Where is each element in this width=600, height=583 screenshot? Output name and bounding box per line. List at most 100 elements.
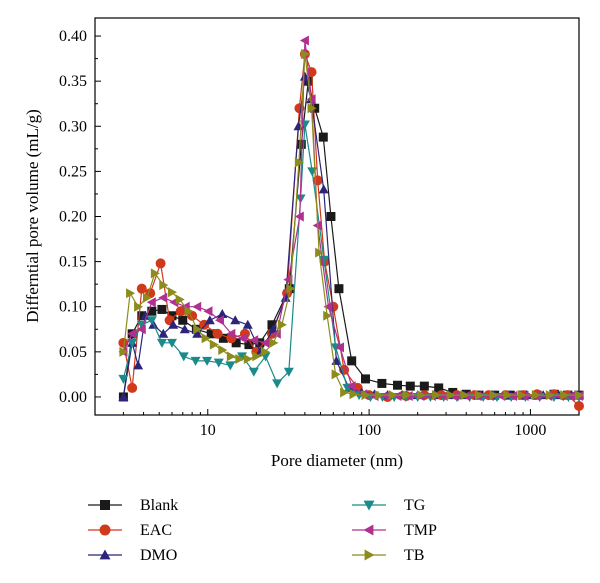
data-point	[127, 328, 137, 339]
x-tick-label: 100	[357, 422, 381, 439]
data-point	[419, 381, 429, 391]
series-blank	[118, 76, 584, 402]
data-point	[388, 390, 398, 401]
series-layer	[118, 35, 584, 411]
data-point	[201, 333, 211, 344]
data-point	[318, 184, 329, 194]
data-point	[133, 360, 144, 370]
tick-marks	[95, 35, 531, 415]
data-point	[237, 333, 247, 344]
data-point	[434, 383, 444, 393]
data-point	[405, 381, 415, 391]
legend-item-tb: TB	[352, 547, 424, 564]
data-point	[283, 274, 293, 285]
data-point	[178, 352, 189, 362]
legend-label: TMP	[404, 522, 437, 539]
data-point	[214, 315, 224, 326]
legend-item-dmo: DMO	[88, 547, 177, 564]
data-point	[206, 329, 216, 339]
plot-area-frame	[94, 17, 580, 416]
y-tick-label: 0.00	[59, 389, 87, 406]
data-point	[235, 354, 245, 365]
data-point	[252, 351, 262, 362]
data-point	[315, 247, 325, 258]
data-point	[438, 391, 448, 402]
x-axis-title: Pore diameter (nm)	[271, 451, 403, 470]
data-point	[545, 390, 555, 401]
y-tick-label: 0.15	[59, 254, 87, 271]
data-point	[334, 284, 344, 294]
y-tick-labels: 0.00 0.05 0.10 0.15 0.20 0.25 0.30 0.35 0.40	[59, 28, 87, 406]
data-point	[508, 391, 518, 402]
data-point	[392, 391, 402, 402]
data-point	[361, 390, 371, 401]
legend: Blank EAC DMO TG TMP TB	[88, 497, 437, 564]
data-point	[218, 345, 228, 356]
data-point	[283, 367, 294, 377]
data-point	[340, 387, 350, 398]
data-point	[158, 328, 169, 338]
data-point	[137, 311, 147, 321]
data-point	[349, 389, 359, 400]
data-point	[277, 319, 287, 330]
data-point	[146, 316, 157, 326]
data-point	[142, 292, 152, 303]
data-point	[269, 337, 279, 348]
data-point	[99, 524, 111, 536]
series-line	[122, 40, 579, 397]
data-point	[363, 500, 375, 511]
data-point	[118, 337, 129, 348]
data-point	[475, 390, 485, 401]
data-point	[267, 320, 277, 330]
data-point	[380, 391, 390, 402]
data-point	[157, 304, 167, 314]
x-tick-label: 1000	[514, 422, 546, 439]
data-point	[363, 524, 374, 536]
data-point	[166, 338, 177, 348]
data-point	[272, 379, 283, 389]
data-point	[218, 333, 228, 343]
data-point	[489, 390, 499, 401]
data-point	[134, 301, 144, 312]
series-line	[122, 76, 579, 398]
legend-item-blank: Blank	[88, 497, 178, 514]
data-point	[402, 390, 412, 401]
data-point	[184, 306, 194, 317]
data-point	[167, 287, 177, 298]
data-point	[243, 354, 253, 365]
data-point	[393, 380, 403, 390]
data-point	[347, 356, 357, 366]
data-point	[225, 361, 236, 371]
data-point	[417, 390, 427, 401]
data-point	[155, 258, 166, 269]
data-point	[460, 390, 470, 401]
data-point	[179, 324, 190, 334]
data-point	[374, 390, 384, 401]
y-tick-label: 0.10	[59, 299, 87, 316]
data-point	[226, 351, 236, 362]
data-point	[118, 391, 129, 401]
data-point	[255, 338, 265, 348]
data-point	[204, 315, 215, 325]
data-point	[249, 335, 259, 346]
legend-label: TB	[404, 547, 424, 564]
data-point	[364, 549, 375, 561]
data-point	[575, 390, 584, 401]
data-point	[99, 549, 111, 560]
data-point	[248, 367, 259, 377]
data-point	[574, 400, 584, 411]
data-point	[294, 157, 304, 168]
data-point	[446, 390, 456, 401]
legend-label: TG	[404, 497, 426, 514]
data-point	[496, 391, 506, 402]
legend-label: EAC	[140, 522, 172, 539]
y-tick-label: 0.30	[59, 118, 87, 135]
series-tb	[119, 49, 584, 401]
data-point	[300, 49, 310, 60]
data-point	[213, 358, 224, 368]
series-line	[122, 53, 580, 407]
data-point	[531, 390, 541, 401]
data-point	[146, 297, 156, 308]
data-point	[260, 337, 270, 348]
